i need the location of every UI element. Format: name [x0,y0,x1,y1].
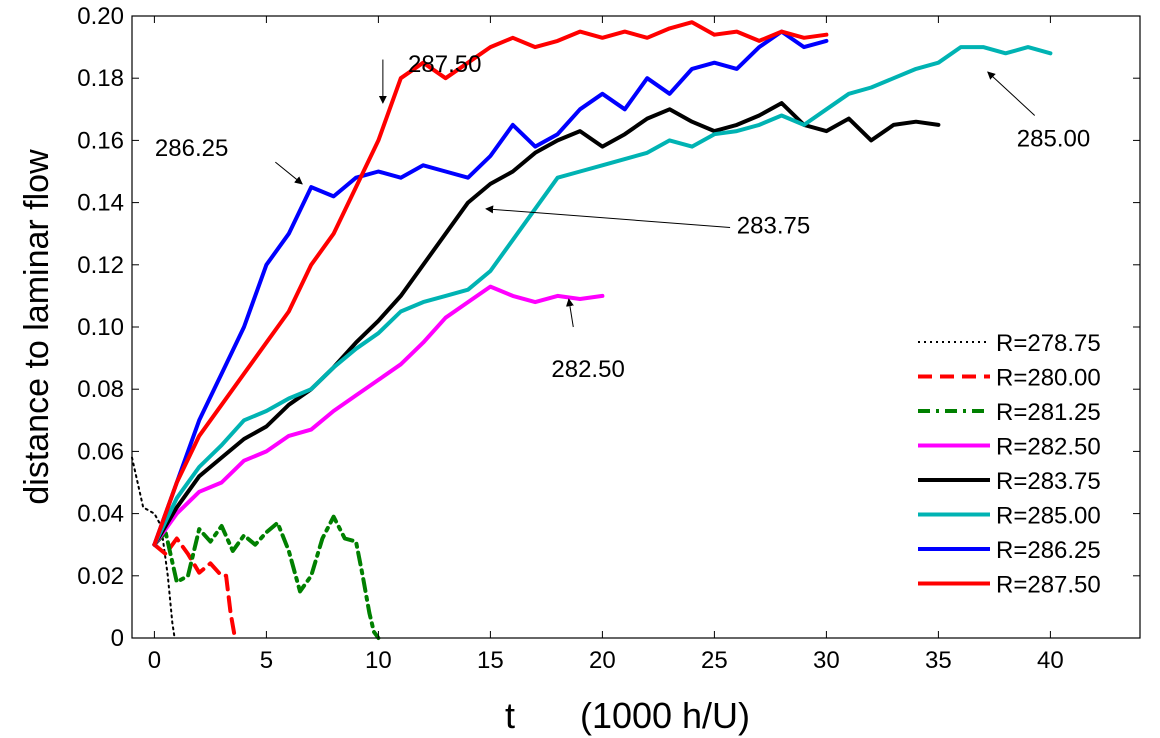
y-tick-label: 0.20 [77,3,124,30]
legend-label: R=281.25 [996,399,1101,426]
x-tick-label: 10 [365,647,392,674]
legend-label: R=280.00 [996,365,1101,392]
legend: R=278.75 R=280.00 R=281.25 R=282.50 R=283.75… [918,330,1101,599]
x-tick-label: 35 [925,647,952,674]
y-tick-label: 0.10 [77,314,124,341]
annotation-label: 286.25 [155,135,228,162]
x-tick-label: 30 [813,647,840,674]
y-tick-label: 0.16 [77,127,124,154]
annotation-label: 285.00 [1017,126,1090,153]
x-axis-units: (1000 h/U) [580,695,750,736]
legend-label: R=278.75 [996,330,1101,357]
plot-area [131,20,1053,640]
annotation-label: 282.50 [551,356,624,383]
y-tick-label: 0.12 [77,252,124,279]
series-line-r-287-50 [152,20,829,547]
annotation-arrow [987,71,1036,116]
series-line-r-286-25 [152,29,829,547]
x-axis: 0 5 10 15 20 25 30 35 40 [148,16,1064,674]
legend-label: R=285.00 [996,503,1101,530]
legend-label: R=283.75 [996,468,1101,495]
y-tick-label: 0.06 [77,438,124,465]
annotation-label: 287.50 [408,51,481,78]
x-tick-label: 15 [477,647,504,674]
y-axis-title: distance to laminar flow [18,149,56,505]
series-line-r-280-00 [152,536,237,640]
series-line-r-282-50 [152,284,605,547]
x-tick-label: 5 [260,647,273,674]
legend-label: R=286.25 [996,537,1101,564]
x-tick-label: 0 [148,647,161,674]
y-tick-label: 0.14 [77,190,124,217]
y-tick-label: 0.04 [77,501,124,528]
y-tick-label: 0.02 [77,563,124,590]
series-line-r-283-75 [152,101,941,547]
series-line-r-281-25 [152,514,381,640]
series-line-r-285-00 [152,45,1053,547]
annotation-arrow [565,298,574,328]
annotation-arrow [485,205,731,228]
annotation-arrow [275,161,303,185]
annotations: 287.50 286.25 283.75 282.50 285.00 [155,51,1090,383]
x-tick-label: 40 [1037,647,1064,674]
legend-label: R=282.50 [996,434,1101,461]
x-axis-title: t [505,695,515,736]
legend-label: R=287.50 [996,572,1101,599]
x-tick-label: 20 [589,647,616,674]
y-axis: 0 0.02 0.04 0.06 0.08 0.10 0.12 0.14 0.16 0.18 0.2… [77,3,1140,652]
y-tick-label: 0.18 [77,65,124,92]
annotation-label: 283.75 [737,213,810,240]
y-tick-label: 0 [111,625,124,652]
x-tick-label: 25 [701,647,728,674]
y-tick-label: 0.08 [77,376,124,403]
